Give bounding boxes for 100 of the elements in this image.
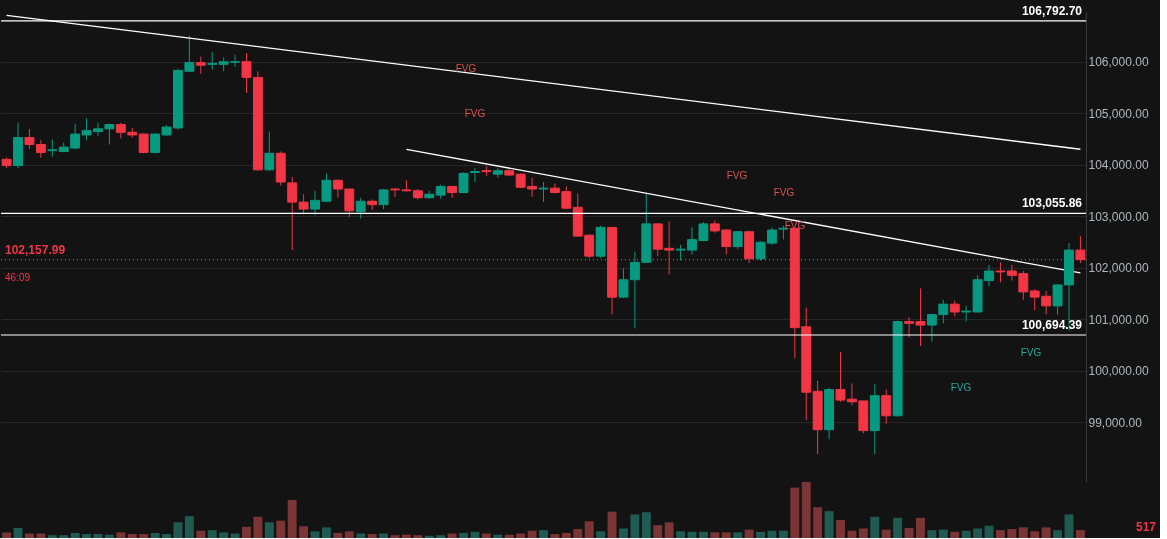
bar — [893, 517, 903, 538]
bar — [459, 532, 468, 538]
ref-line-label: 102,157.99 — [5, 242, 66, 257]
y-tick-label: 99,000.00 — [1088, 415, 1143, 430]
bar — [790, 487, 800, 538]
bar — [744, 529, 754, 538]
bar — [653, 525, 663, 538]
y-tick-label: 102,000.00 — [1088, 261, 1149, 276]
y-tick-label: 100,000.00 — [1088, 364, 1149, 379]
bar — [916, 517, 925, 538]
ref-line-label: 100,694.39 — [1021, 317, 1083, 332]
bar — [801, 482, 811, 538]
bar — [196, 530, 206, 538]
bar — [721, 532, 731, 538]
bar — [344, 531, 354, 538]
bar — [93, 534, 103, 538]
bar — [207, 530, 217, 538]
candlestick — [378, 188, 389, 210]
bar — [516, 533, 526, 538]
bar — [1030, 531, 1040, 538]
bar — [481, 533, 491, 538]
bar — [70, 532, 80, 538]
bar — [733, 532, 743, 538]
bar — [710, 532, 720, 538]
bar — [139, 534, 149, 538]
bar — [813, 507, 823, 538]
bar — [150, 532, 160, 538]
candlestick — [264, 130, 275, 172]
ref-line-label: 106,792.70 — [1021, 3, 1083, 18]
bar — [184, 516, 194, 538]
candlestick — [470, 167, 480, 183]
annotation: FVG — [950, 382, 972, 393]
y-tick-label: 106,000.00 — [1088, 55, 1149, 70]
bar — [47, 535, 57, 538]
bar — [436, 535, 446, 538]
bar — [584, 521, 594, 538]
bar — [447, 533, 457, 538]
bar — [664, 522, 674, 538]
bar — [219, 532, 229, 538]
bar — [539, 530, 548, 538]
bar — [413, 535, 423, 538]
bar — [676, 531, 686, 538]
bar — [1075, 530, 1085, 538]
bar — [276, 520, 286, 538]
y-tick-label: 105,000.00 — [1088, 106, 1149, 121]
text: 517 — [1135, 519, 1157, 534]
bar — [619, 528, 628, 538]
annotation: FVG — [773, 187, 795, 199]
y-tick-label: 101,000.00 — [1088, 312, 1149, 327]
bar — [173, 522, 183, 538]
bar — [1053, 530, 1063, 538]
bar — [401, 534, 411, 538]
bar — [310, 531, 320, 538]
bar — [127, 534, 137, 538]
bar — [836, 520, 845, 538]
bar — [264, 522, 274, 538]
bar — [36, 533, 46, 538]
bar — [1064, 514, 1074, 538]
annotation: FVG — [1020, 346, 1042, 358]
bar — [698, 531, 708, 538]
bar — [596, 531, 606, 538]
bar — [504, 534, 514, 538]
candlestick — [355, 197, 366, 220]
bar — [561, 532, 571, 538]
bar — [116, 532, 126, 538]
annotation: FVG — [726, 170, 748, 182]
bar — [2, 532, 12, 538]
bar — [630, 514, 640, 538]
bar — [858, 528, 868, 538]
bar — [973, 528, 983, 538]
bar — [927, 530, 937, 538]
bar — [1007, 529, 1017, 538]
y-tick-label: 104,000.00 — [1088, 158, 1149, 173]
bar — [104, 534, 114, 538]
bar — [287, 499, 297, 538]
bar — [881, 529, 891, 538]
bar — [242, 526, 251, 538]
bar — [424, 535, 434, 538]
bar — [847, 530, 857, 538]
bar — [299, 526, 309, 538]
bar — [24, 533, 34, 538]
candlestick — [298, 193, 309, 215]
bar — [778, 530, 788, 538]
bar — [367, 534, 377, 538]
y-tick-label: 103,000.00 — [1088, 209, 1149, 224]
bar — [550, 534, 560, 538]
bar — [230, 533, 240, 538]
bar — [573, 529, 583, 538]
bar — [322, 527, 331, 538]
candlestick — [881, 389, 892, 425]
bar — [162, 534, 171, 538]
bar — [379, 533, 389, 538]
bar — [253, 516, 263, 538]
bar — [390, 535, 400, 538]
candlestick — [207, 51, 218, 71]
bar — [756, 531, 765, 538]
bar — [995, 530, 1005, 538]
ref-line-label: 103,055.86 — [1021, 196, 1083, 211]
annotation: 46:09 — [5, 271, 31, 283]
candlestick — [47, 138, 58, 158]
